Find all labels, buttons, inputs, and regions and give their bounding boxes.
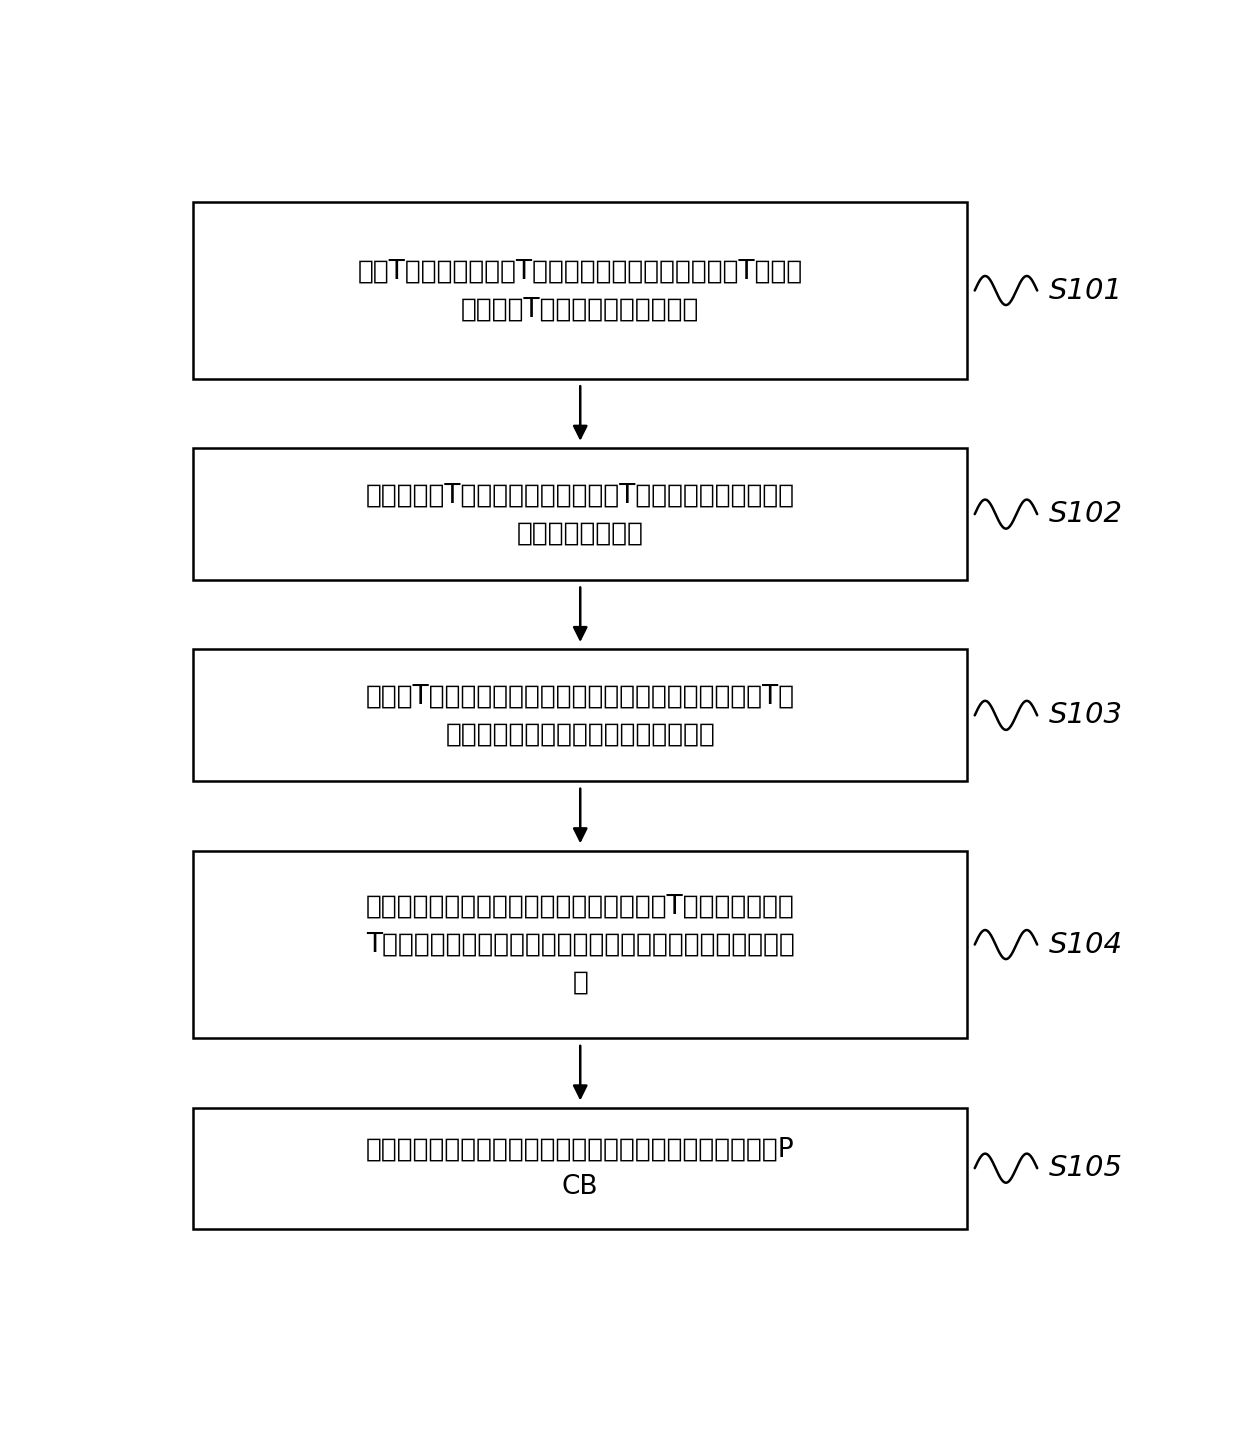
Text: 将所述T型高频子板通过所述半固化片粘合到所述母板的T型
槽中，对应的所述定位孔之间位置对齐: 将所述T型高频子板通过所述半固化片粘合到所述母板的T型 槽中，对应的所述定位孔之…	[366, 684, 795, 748]
Text: 对所述局部混压多层板进行成型加工，制得功放天线一体化P
CB: 对所述局部混压多层板进行成型加工，制得功放天线一体化P CB	[366, 1135, 795, 1201]
Bar	[193, 449, 967, 581]
Text: 分别在所述T型高频子板的肩部和带T型槽的母板上对应开设
一个或多个定位孔: 分别在所述T型高频子板的肩部和带T型槽的母板上对应开设 一个或多个定位孔	[366, 482, 795, 546]
Text: 通过使用定位销钉插入所述定位孔，将所述T型高频子板和带
T型槽的母板进行对位固定，并进行压合，形成局部混压多层
板: 通过使用定位销钉插入所述定位孔，将所述T型高频子板和带 T型槽的母板进行对位固定…	[366, 893, 795, 996]
Text: S102: S102	[1049, 499, 1122, 529]
Text: S101: S101	[1049, 276, 1122, 305]
Bar	[193, 851, 967, 1038]
Text: S103: S103	[1049, 701, 1122, 729]
Text: 提供T型高频子板、带T型槽的母板以及用于粘合所述T型高频
子板与带T型槽的母板的半固化片: 提供T型高频子板、带T型槽的母板以及用于粘合所述T型高频 子板与带T型槽的母板的…	[357, 258, 802, 322]
Text: S105: S105	[1049, 1154, 1122, 1182]
Bar	[193, 202, 967, 379]
Text: S104: S104	[1049, 931, 1122, 958]
Bar	[193, 649, 967, 781]
Bar	[193, 1108, 967, 1228]
